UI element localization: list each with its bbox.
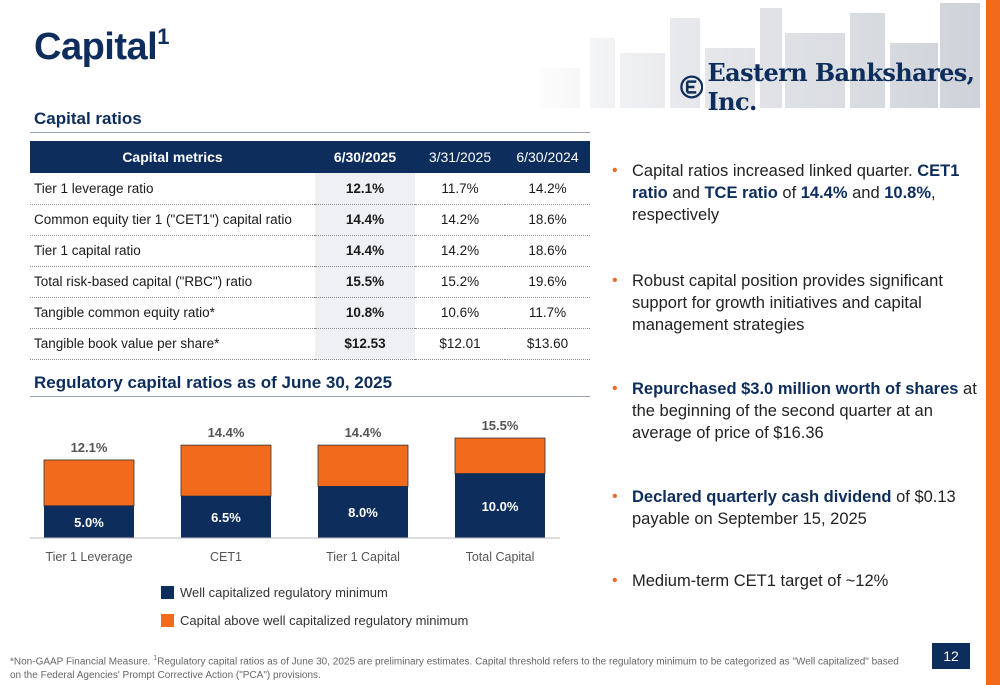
metric-value: 12.1% — [315, 173, 415, 205]
footnote: *Non-GAAP Financial Measure. 1Regulatory… — [10, 655, 899, 682]
capital-ratios-heading: Capital ratios — [34, 109, 142, 128]
column-header: 3/31/2025 — [415, 141, 505, 173]
bar-minimum — [455, 473, 545, 538]
legend-swatch — [161, 585, 174, 599]
metric-name: Tier 1 leverage ratio — [30, 173, 315, 205]
bar-above-minimum — [454, 437, 546, 474]
bullet-point: • Repurchased $3.0 million worth of share… — [612, 378, 982, 444]
bar-segment-label: 5.0% — [74, 515, 104, 530]
chart-legend: Well capitalized regulatory minimum Capi… — [161, 583, 468, 629]
legend-swatch — [161, 613, 174, 627]
bar-minimum — [318, 486, 408, 538]
metric-value: 19.6% — [505, 266, 590, 298]
x-tick-label: Total Capital — [466, 550, 535, 564]
bar-total-label: 12.1% — [71, 440, 108, 455]
bullet-text: Medium-term CET1 target of ~12% — [632, 572, 889, 590]
column-header: 6/30/2024 — [505, 141, 590, 173]
regulatory-capital-chart: 5.0% 12.1% Tier 1 Leverage 6.5% 14.4% CET1 8.0… — [30, 418, 560, 564]
page-number: 12 — [932, 643, 970, 669]
bullet-text: Capital ratios increased linked quarter.… — [632, 162, 960, 224]
x-tick-label: CET1 — [210, 550, 242, 564]
capital-ratios-table: Capital metrics 6/30/2025 3/31/2025 6/30… — [30, 141, 590, 360]
table-row: Tangible common equity ratio* 10.8% 10.6% 1… — [30, 297, 590, 329]
metric-value: 11.7% — [415, 173, 505, 205]
bullet-text: Declared quarterly cash dividend of $0.1… — [632, 488, 956, 528]
section-divider — [30, 396, 590, 397]
column-header: Capital metrics — [30, 141, 315, 173]
x-tick-label: Tier 1 Leverage — [45, 550, 132, 564]
table-row: Tier 1 capital ratio 14.4% 14.2% 18.6% — [30, 235, 590, 267]
metric-value: 14.2% — [415, 204, 505, 236]
bullet-dot-icon: • — [612, 488, 618, 505]
regulatory-ratios-heading: Regulatory capital ratios as of June 30,… — [34, 373, 393, 392]
legend-item-above-minimum: Capital above well capitalized regulator… — [161, 611, 468, 629]
metric-value: 14.4% — [315, 204, 415, 236]
metric-name: Tangible common equity ratio* — [30, 297, 315, 329]
metric-value: $12.01 — [415, 328, 505, 360]
table-row: Common equity tier 1 ("CET1") capital ra… — [30, 204, 590, 236]
bullet-dot-icon: • — [612, 380, 618, 397]
bar-total-label: 14.4% — [208, 425, 245, 440]
bar-total-label: 14.4% — [345, 425, 382, 440]
metric-value: $12.53 — [315, 328, 415, 360]
bullet-text: Repurchased $3.0 million worth of shares… — [632, 380, 977, 442]
bullet-dot-icon: • — [612, 272, 618, 289]
table-row: Tier 1 leverage ratio 12.1% 11.7% 14.2% — [30, 173, 590, 205]
table-row: Tangible book value per share* $12.53 $12.… — [30, 328, 590, 360]
metric-value: 18.6% — [505, 235, 590, 267]
table-row: Total risk-based capital ("RBC") ratio 15… — [30, 266, 590, 298]
table-header-row: Capital metrics 6/30/2025 3/31/2025 6/30… — [30, 141, 590, 173]
metric-value: 15.2% — [415, 266, 505, 298]
eastern-e-icon — [680, 75, 704, 99]
bullet-text: Robust capital position provides signifi… — [632, 272, 943, 334]
metric-name: Total risk-based capital ("RBC") ratio — [30, 266, 315, 298]
bar-segment-label: 6.5% — [211, 510, 241, 525]
logo-text: Eastern Bankshares, Inc. — [707, 58, 975, 116]
legend-item-minimum: Well capitalized regulatory minimum — [161, 583, 468, 601]
company-logo: Eastern Bankshares, Inc. — [680, 58, 1000, 116]
bullet-point: • Medium-term CET1 target of ~12% — [612, 570, 982, 592]
x-tick-label: Tier 1 Capital — [326, 550, 400, 564]
bullet-point: • Capital ratios increased linked quarter… — [612, 160, 982, 226]
bullet-dot-icon: • — [612, 162, 618, 179]
bar-above-minimum — [317, 444, 409, 487]
metric-value: 14.2% — [505, 173, 590, 205]
metric-value: 14.4% — [315, 235, 415, 267]
metric-value: 14.2% — [415, 235, 505, 267]
metric-value: 18.6% — [505, 204, 590, 236]
metric-value: 10.8% — [315, 297, 415, 329]
bar-segment-label: 10.0% — [482, 499, 519, 514]
page-title: Capital1 — [34, 24, 169, 68]
metric-name: Tangible book value per share* — [30, 328, 315, 360]
bullet-point: • Robust capital position provides signif… — [612, 270, 982, 336]
bar-minimum — [44, 505, 134, 538]
bullet-dot-icon: • — [612, 572, 618, 589]
bar-total-label: 15.5% — [482, 418, 519, 433]
city-skyline-image — [520, 0, 986, 108]
bar-above-minimum — [180, 444, 272, 497]
metric-value: $13.60 — [505, 328, 590, 360]
metric-name: Tier 1 capital ratio — [30, 235, 315, 267]
metric-value: 10.6% — [415, 297, 505, 329]
bullet-point: • Declared quarterly cash dividend of $0.… — [612, 486, 982, 530]
column-header: 6/30/2025 — [315, 141, 415, 173]
bar-above-minimum — [43, 459, 135, 507]
metric-value: 11.7% — [505, 297, 590, 329]
bar-segment-label: 8.0% — [348, 505, 378, 520]
orange-edge-strip — [986, 0, 1000, 685]
metric-value: 15.5% — [315, 266, 415, 298]
bar-minimum — [181, 496, 271, 538]
metric-name: Common equity tier 1 ("CET1") capital ra… — [30, 204, 315, 236]
section-divider — [30, 132, 590, 133]
